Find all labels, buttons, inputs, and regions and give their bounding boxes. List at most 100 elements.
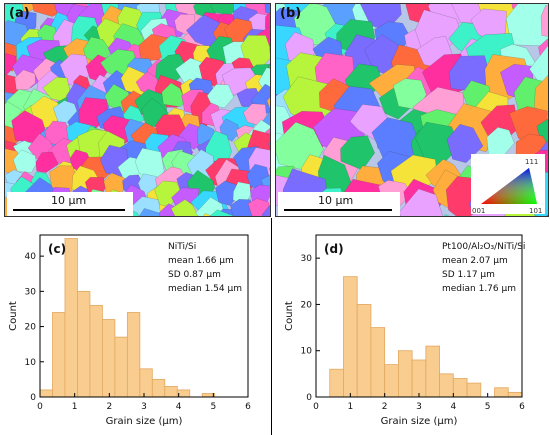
grain — [540, 4, 548, 37]
y-tick-label: 10 — [25, 358, 37, 368]
histogram-bar — [398, 350, 413, 398]
grain — [536, 118, 548, 148]
grain — [5, 53, 16, 75]
histogram-d: 0 1 2 3 4 5 6 0 10 20 30 Grain size (μm) Count (d) Pt1… — [284, 234, 525, 427]
grain — [138, 208, 161, 216]
y-tick-label: 30 — [301, 254, 313, 264]
ipf-label-001: 001 — [472, 207, 485, 214]
histogram-bar — [452, 378, 468, 398]
panel-label-a: (a) — [9, 6, 30, 21]
x-tick-label: 0 — [37, 402, 43, 412]
grain — [264, 11, 270, 30]
grain — [170, 199, 199, 216]
scale-text-b: 10 μm — [318, 194, 354, 207]
grain — [12, 149, 37, 173]
grain — [267, 141, 270, 149]
histogram-bar — [139, 368, 153, 398]
histogram-bar — [114, 336, 128, 398]
histogram-bar — [64, 238, 78, 398]
x-tick-label: 1 — [347, 402, 353, 412]
y-axis-label: Count — [8, 301, 19, 331]
grain — [264, 4, 270, 14]
grain — [230, 199, 253, 216]
histogram-bar — [411, 359, 427, 398]
y-tick-label: 20 — [301, 300, 313, 310]
panel-divider — [271, 218, 272, 435]
histogram-bar — [425, 345, 441, 398]
annotation-line: Pt100/Al₂O₃/NiTi/Si — [442, 242, 525, 252]
grain — [268, 167, 270, 171]
ebsd-map-a-image — [5, 4, 270, 216]
x-tick-label: 1 — [72, 402, 78, 412]
ebsd-map-a: (a) 10 μm — [4, 3, 271, 217]
x-tick-label: 3 — [141, 402, 147, 412]
grain — [161, 82, 186, 108]
x-tick-label: 2 — [382, 402, 388, 412]
ipf-triangle-overlay — [481, 168, 537, 204]
histogram-bar — [439, 373, 454, 398]
grain — [14, 69, 36, 91]
x-tick-label: 4 — [176, 402, 182, 412]
x-tick-label: 2 — [106, 402, 112, 412]
ipf-label-101: 101 — [529, 207, 542, 214]
histogram-bar — [102, 319, 116, 398]
y-tick-label: 20 — [25, 323, 37, 333]
panel-label: (c) — [48, 242, 66, 256]
histogram-bar — [384, 364, 399, 398]
panel-label-b: (b) — [280, 6, 302, 21]
histogram-bar — [343, 276, 358, 398]
histogram-c: 0 1 2 3 4 5 6 0 10 20 30 40 Grain size (μm) Count (c) N… — [8, 234, 251, 427]
y-tick-label: 40 — [25, 252, 37, 262]
scale-box-b: 10 μm — [278, 192, 400, 216]
grain — [269, 215, 270, 216]
ebsd-map-b-image — [276, 4, 548, 216]
x-axis-label: Grain size (μm) — [381, 416, 458, 427]
ebsd-map-b: (b) 10 μm 111 001 101 — [275, 3, 549, 217]
histogram-bar — [329, 368, 344, 398]
x-tick-label: 6 — [519, 402, 525, 412]
x-tick-label: 6 — [245, 402, 251, 412]
grain — [35, 151, 59, 173]
grain — [209, 209, 235, 216]
grain — [203, 213, 213, 216]
grain — [534, 74, 548, 115]
grain — [446, 123, 484, 164]
histogram-bar — [77, 290, 91, 398]
y-tick-label: 0 — [30, 393, 36, 403]
histogram-bar — [151, 378, 166, 398]
scale-box-a: 10 μm — [7, 192, 133, 216]
histogram-bar — [89, 305, 103, 398]
grain — [206, 84, 235, 109]
x-tick-label: 5 — [210, 402, 216, 412]
annotation-line: median 1.54 μm — [168, 284, 242, 294]
x-tick-label: 0 — [313, 402, 319, 412]
grain — [49, 165, 79, 192]
histogram-bar — [507, 391, 523, 398]
histogram-bar — [494, 387, 509, 398]
annotation-line: median 1.76 μm — [442, 284, 516, 294]
histogram-bar — [370, 327, 386, 398]
histogram-bar — [164, 386, 178, 398]
histogram-bar — [466, 382, 482, 398]
grain — [266, 96, 270, 111]
annotation-line: mean 2.07 μm — [442, 256, 508, 266]
grain — [443, 214, 450, 216]
annotation-line: mean 1.66 μm — [168, 256, 234, 266]
x-tick-label: 5 — [485, 402, 491, 412]
ipf-label-111: 111 — [525, 158, 538, 166]
histogram-bar — [356, 304, 372, 398]
x-tick-label: 3 — [416, 402, 422, 412]
y-axis-label: Count — [284, 301, 295, 331]
scale-bar-b — [284, 209, 392, 211]
annotation-line: SD 0.87 μm — [168, 270, 221, 280]
x-axis-label: Grain size (μm) — [106, 416, 183, 427]
histogram-bar — [126, 312, 141, 398]
panel-label: (d) — [324, 242, 344, 256]
grain — [261, 204, 270, 216]
y-tick-label: 0 — [306, 393, 312, 403]
x-tick-label: 4 — [450, 402, 456, 412]
grain — [247, 198, 270, 216]
annotation-line: NiTi/Si — [168, 242, 196, 252]
y-tick-label: 10 — [301, 347, 313, 357]
histogram-bar — [39, 389, 53, 398]
